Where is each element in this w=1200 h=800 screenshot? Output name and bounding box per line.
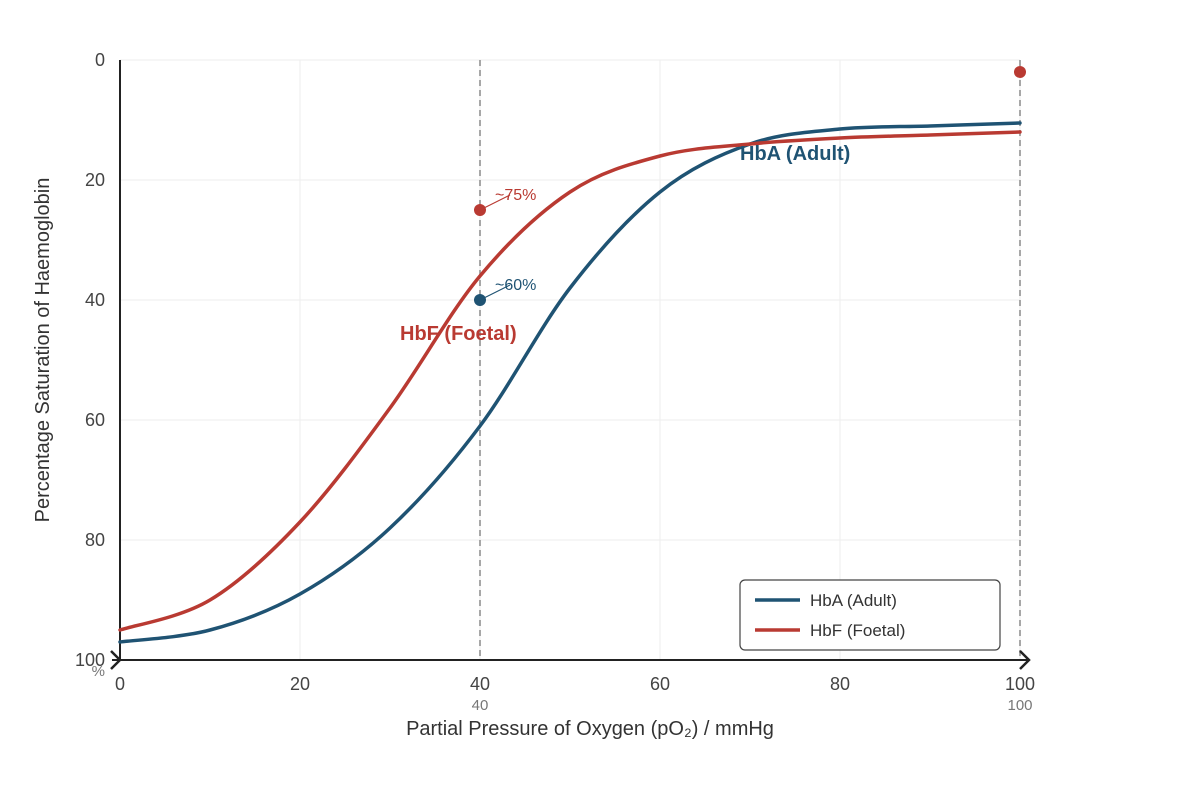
x-tick-label: 0 bbox=[115, 674, 125, 694]
y-tick-label: 60 bbox=[85, 410, 105, 430]
y-tick-label: 20 bbox=[85, 170, 105, 190]
y-axis-title: Percentage Saturation of Haemoglobin bbox=[32, 178, 54, 523]
reference-line-label: 40 bbox=[472, 697, 489, 714]
y-tick-label: 100 bbox=[75, 650, 105, 670]
x-axis-arrow-icon bbox=[1019, 650, 1031, 670]
series-line-hbf bbox=[118, 130, 1022, 632]
legend-box bbox=[739, 579, 1001, 651]
y-unit-label: % bbox=[92, 663, 105, 680]
y-tick-label: 80 bbox=[85, 530, 105, 550]
curve-label-hbf: HbF (Foetal) bbox=[400, 323, 517, 345]
curve-label-hba: HbA (Adult) bbox=[740, 143, 850, 165]
axis-origin-chevron-icon bbox=[110, 650, 122, 670]
legend-label: HbF (Foetal) bbox=[810, 621, 905, 640]
y-tick-label: 40 bbox=[85, 290, 105, 310]
x-tick-label: 80 bbox=[830, 674, 850, 694]
data-point-marker bbox=[1014, 66, 1026, 78]
legend-label: HbA (Adult) bbox=[810, 591, 897, 610]
x-axis-title: Partial Pressure of Oxygen (pO₂) / mmHg bbox=[406, 718, 774, 740]
x-tick-label: 20 bbox=[290, 674, 310, 694]
annotation-label: ~60% bbox=[495, 277, 536, 294]
y-tick-label: 0 bbox=[95, 50, 105, 70]
reference-line-label: 100 bbox=[1007, 697, 1032, 714]
x-tick-label: 60 bbox=[650, 674, 670, 694]
annotation-marker bbox=[474, 294, 486, 306]
legend: HbA (Adult) HbF (Foetal) bbox=[739, 579, 1001, 651]
x-tick-label: 40 bbox=[470, 674, 490, 694]
annotation-label: ~75% bbox=[495, 187, 536, 204]
annotation-marker bbox=[474, 204, 486, 216]
series-line-hba bbox=[118, 121, 1022, 644]
grid bbox=[120, 59, 1021, 660]
x-tick-label: 100 bbox=[1005, 674, 1035, 694]
